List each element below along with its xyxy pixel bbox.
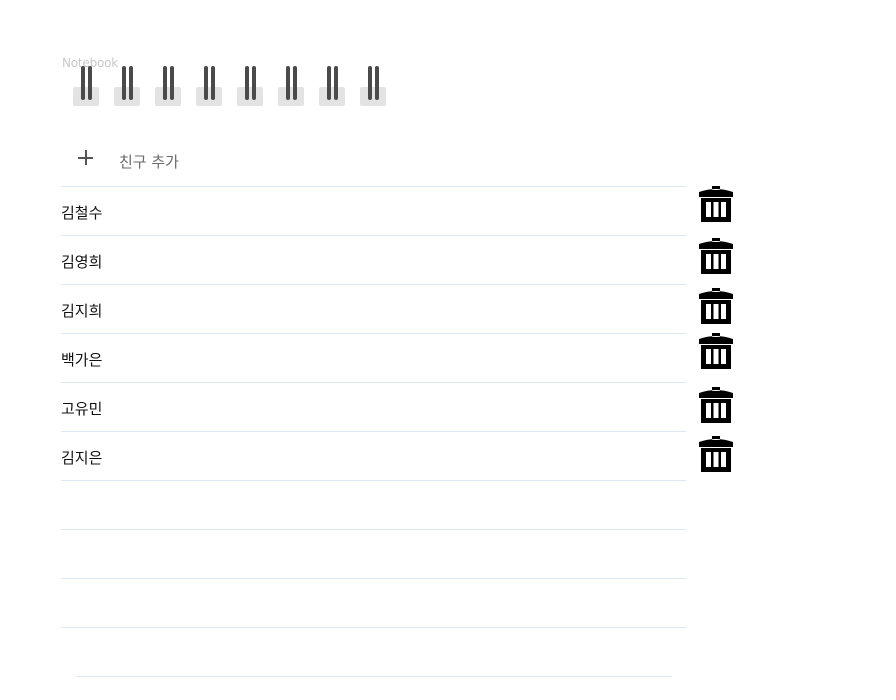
binding-ring bbox=[319, 66, 345, 106]
friend-row: 고유민 bbox=[61, 383, 686, 432]
add-friend-row[interactable]: 친구 추가 bbox=[61, 138, 686, 187]
notebook-binding bbox=[73, 66, 403, 106]
friend-row: 김지은 bbox=[61, 432, 686, 481]
trash-icon[interactable] bbox=[697, 286, 735, 324]
binding-ring bbox=[114, 66, 140, 106]
binding-ring bbox=[196, 66, 222, 106]
friend-name: 백가은 bbox=[61, 351, 103, 369]
add-friend-label[interactable]: 친구 추가 bbox=[119, 153, 179, 171]
empty-line bbox=[61, 481, 686, 530]
friend-name: 김지희 bbox=[61, 302, 103, 320]
friend-name: 김철수 bbox=[61, 204, 103, 222]
trash-icon[interactable] bbox=[697, 385, 735, 423]
empty-line bbox=[61, 530, 686, 579]
friend-name: 김지은 bbox=[61, 449, 103, 467]
friend-row: 백가은 bbox=[61, 334, 686, 383]
binding-ring bbox=[360, 66, 386, 106]
empty-line bbox=[61, 579, 686, 628]
binding-ring bbox=[73, 66, 99, 106]
empty-line bbox=[76, 676, 672, 677]
notebook-title: Notebook bbox=[62, 56, 119, 70]
binding-ring bbox=[155, 66, 181, 106]
friend-row: 김영희 bbox=[61, 236, 686, 285]
binding-ring bbox=[278, 66, 304, 106]
friend-name: 김영희 bbox=[61, 253, 103, 271]
trash-icon[interactable] bbox=[697, 331, 735, 369]
binding-ring bbox=[237, 66, 263, 106]
friend-name: 고유민 bbox=[61, 400, 103, 418]
trash-icon[interactable] bbox=[697, 184, 735, 222]
friend-row: 김지희 bbox=[61, 285, 686, 334]
trash-icon[interactable] bbox=[697, 236, 735, 274]
plus-icon[interactable] bbox=[77, 148, 95, 166]
friend-row: 김철수 bbox=[61, 187, 686, 236]
trash-icon[interactable] bbox=[697, 434, 735, 472]
